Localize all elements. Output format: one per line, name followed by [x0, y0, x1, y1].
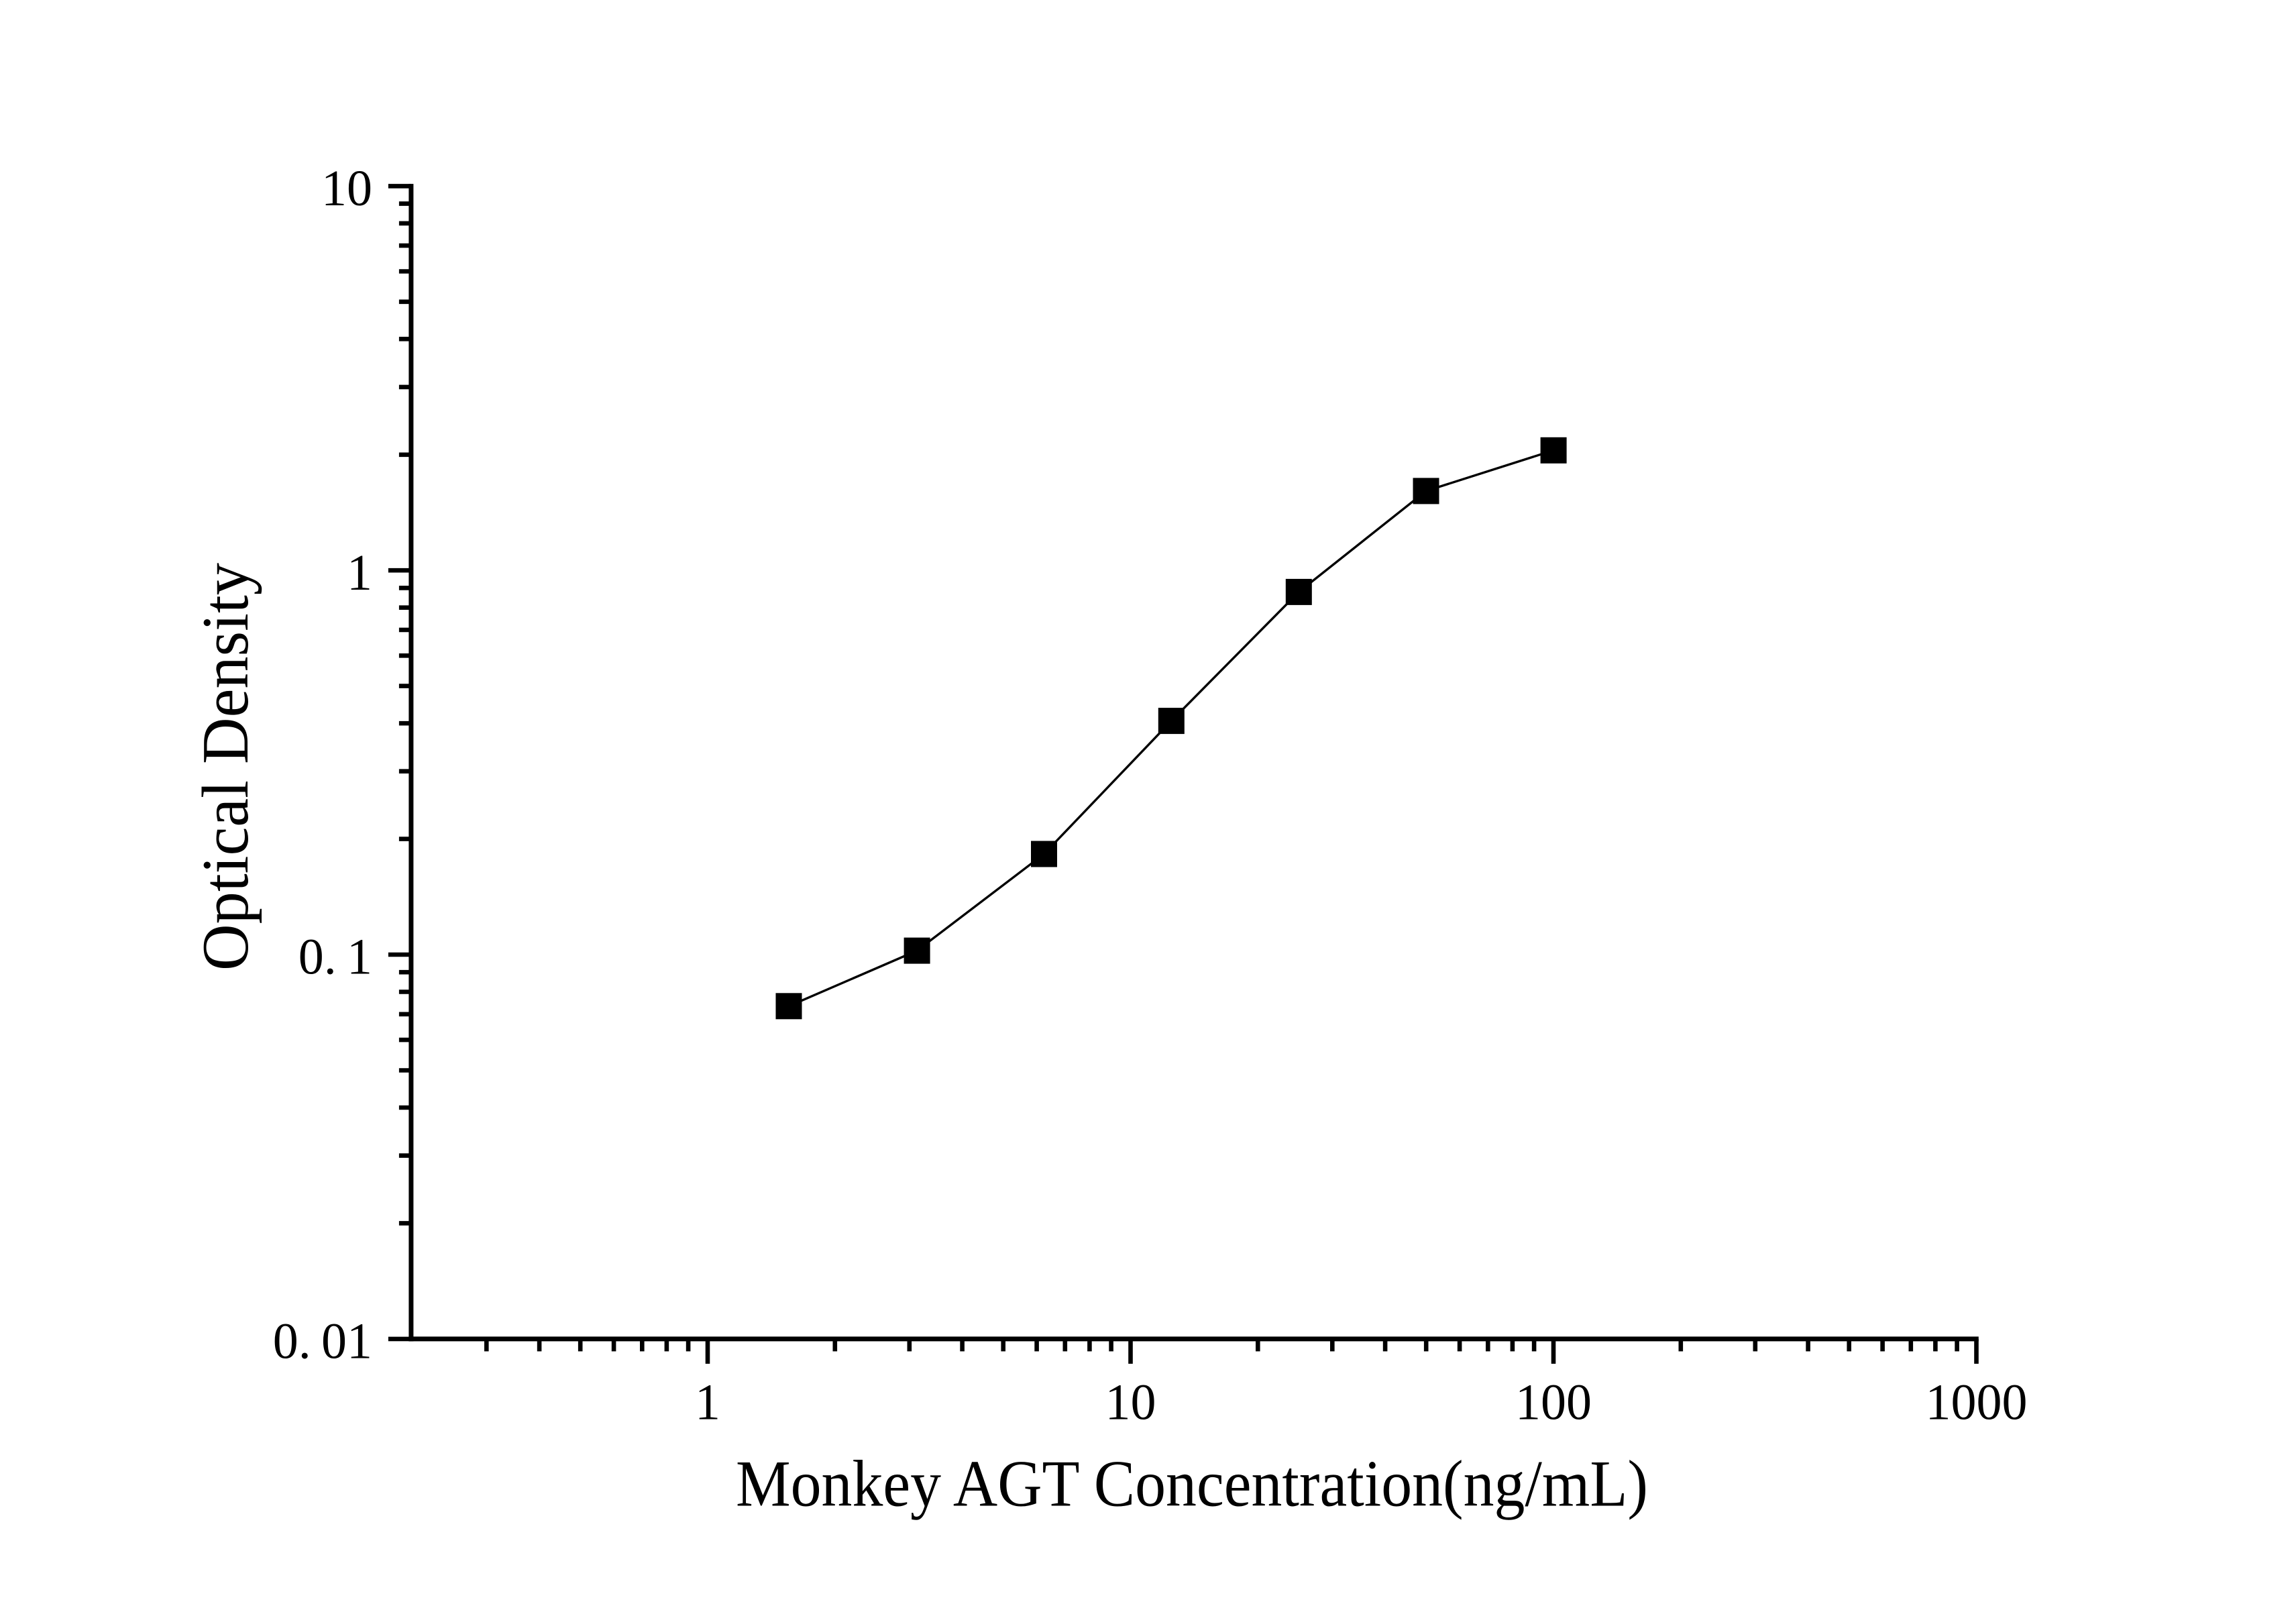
- svg-text:10: 10: [321, 160, 372, 217]
- svg-text:Optical Density: Optical Density: [189, 563, 262, 971]
- svg-text:0. 01: 0. 01: [273, 1314, 372, 1370]
- svg-text:1: 1: [695, 1374, 720, 1430]
- svg-text:1: 1: [347, 545, 372, 601]
- svg-text:10: 10: [1105, 1374, 1156, 1430]
- svg-text:0. 1: 0. 1: [298, 929, 372, 985]
- svg-text:1000: 1000: [1926, 1374, 2028, 1430]
- svg-text:100: 100: [1515, 1374, 1592, 1430]
- svg-text:Monkey AGT Concentration(ng/mL: Monkey AGT Concentration(ng/mL): [736, 1448, 1648, 1521]
